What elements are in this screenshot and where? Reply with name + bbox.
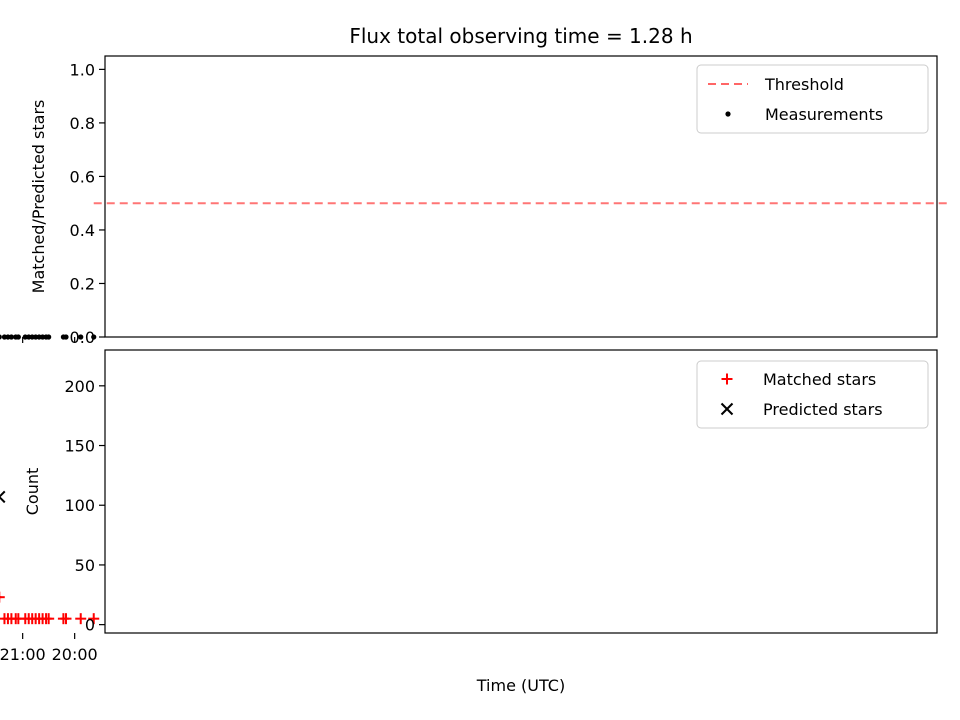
y-tick-label: 0.8 bbox=[70, 114, 95, 133]
legend-matched-marker bbox=[721, 373, 733, 385]
y-tick-label: 1.0 bbox=[70, 60, 95, 79]
x-tick-label: 20:00 bbox=[52, 645, 98, 664]
bottom-legend-box bbox=[696, 360, 929, 429]
matched-stars-points bbox=[0, 591, 100, 625]
y-tick-label: 0.6 bbox=[70, 167, 95, 186]
y-tick-label: 0 bbox=[85, 616, 95, 635]
x-axis-label: Time (UTC) bbox=[476, 676, 565, 695]
bottom-y-axis-label: Count bbox=[23, 468, 42, 516]
legend-matched-label: Matched stars bbox=[763, 370, 876, 389]
y-tick-label: 0.4 bbox=[70, 221, 95, 240]
measurement-point bbox=[91, 334, 97, 340]
y-tick-label: 200 bbox=[64, 377, 95, 396]
legend-measurements-label: Measurements bbox=[765, 105, 883, 124]
top-axes-frame bbox=[104, 55, 938, 338]
y-tick-label: 50 bbox=[75, 556, 95, 575]
bottom-legend: Matched stars Predicted stars bbox=[696, 360, 929, 429]
y-tick-label: 0.2 bbox=[70, 274, 95, 293]
measurement-point bbox=[0, 334, 2, 340]
matched-star-point bbox=[57, 613, 69, 625]
matched-star-point bbox=[0, 591, 5, 603]
top-panel: 0.0 0.2 0.4 0.6 0.8 1.0 Matched/Predicted sta… bbox=[0, 55, 950, 347]
measurement-point bbox=[22, 334, 28, 340]
legend-predicted-label: Predicted stars bbox=[763, 400, 883, 419]
legend-predicted-marker bbox=[720, 402, 734, 416]
predicted-stars-points bbox=[0, 490, 6, 504]
bottom-axes-frame bbox=[104, 349, 938, 634]
legend-threshold-label: Threshold bbox=[764, 75, 844, 94]
top-y-ticks: 0.0 0.2 0.4 0.6 0.8 1.0 bbox=[70, 60, 105, 347]
measurement-point bbox=[1, 334, 8, 340]
measurement-point bbox=[13, 334, 19, 340]
measurement-points bbox=[0, 334, 97, 340]
matched-star-point bbox=[75, 613, 87, 625]
matched-star-point bbox=[88, 613, 100, 625]
top-legend: Threshold Measurements bbox=[696, 64, 929, 134]
legend-predicted-swatch bbox=[720, 402, 734, 416]
legend-measurements-swatch bbox=[725, 111, 731, 117]
predicted-star-point bbox=[0, 490, 6, 504]
y-tick-label: 100 bbox=[64, 496, 95, 515]
top-legend-box bbox=[696, 64, 929, 134]
y-tick-label: 0.0 bbox=[70, 328, 95, 347]
measurement-point bbox=[60, 334, 66, 340]
measurement-point bbox=[78, 334, 84, 340]
x-tick-label: 21:00 bbox=[0, 645, 46, 664]
matched-star-point bbox=[0, 613, 10, 625]
y-tick-label: 150 bbox=[64, 437, 95, 456]
legend-matched-swatch bbox=[721, 373, 733, 385]
chart-title: Flux total observing time = 1.28 h bbox=[349, 24, 692, 48]
top-y-axis-label: Matched/Predicted stars bbox=[29, 100, 48, 294]
bottom-y-ticks: 0 50 100 150 200 bbox=[64, 377, 105, 635]
top-x-ticks bbox=[22, 337, 76, 343]
